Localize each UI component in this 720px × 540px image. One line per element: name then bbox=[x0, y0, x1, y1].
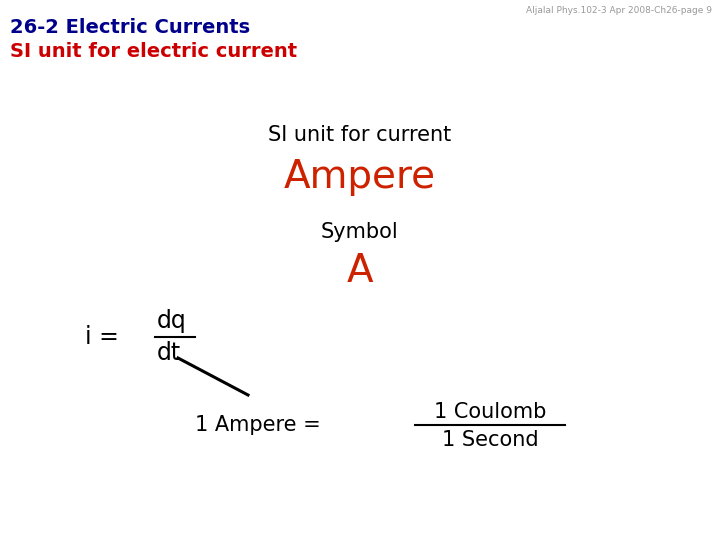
Text: 26-2 Electric Currents: 26-2 Electric Currents bbox=[10, 18, 250, 37]
Text: 1 Coulomb: 1 Coulomb bbox=[434, 402, 546, 422]
Text: i =: i = bbox=[85, 325, 127, 349]
Text: 1 Ampere =: 1 Ampere = bbox=[195, 415, 328, 435]
Text: SI unit for current: SI unit for current bbox=[269, 125, 451, 145]
Text: 1 Second: 1 Second bbox=[441, 430, 539, 450]
Text: Symbol: Symbol bbox=[321, 222, 399, 242]
Text: dq: dq bbox=[157, 309, 186, 333]
Text: dt: dt bbox=[157, 341, 181, 365]
Text: SI unit for electric current: SI unit for electric current bbox=[10, 42, 297, 61]
Text: Aljalal Phys.102-3 Apr 2008-Ch26-page 9: Aljalal Phys.102-3 Apr 2008-Ch26-page 9 bbox=[526, 6, 712, 15]
Text: Ampere: Ampere bbox=[284, 158, 436, 196]
Text: A: A bbox=[347, 252, 373, 290]
